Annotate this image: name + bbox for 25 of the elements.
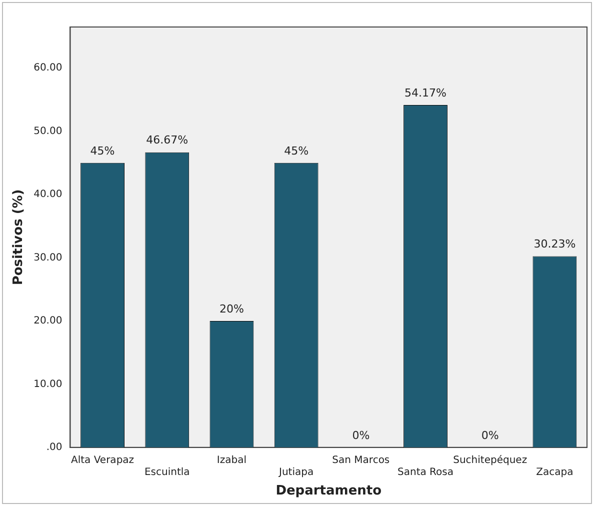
data-label: 45% bbox=[284, 144, 309, 158]
x-tick-label: San Marcos bbox=[332, 454, 390, 466]
x-tick-label: Zacapa bbox=[536, 466, 574, 478]
y-tick-label: 10.00 bbox=[34, 378, 62, 390]
x-axis-title: Departamento bbox=[276, 484, 382, 499]
y-tick-label: 60.00 bbox=[34, 62, 62, 74]
data-label: 20% bbox=[219, 302, 244, 316]
y-tick-label: 30.00 bbox=[34, 252, 62, 264]
y-tick-label: 20.00 bbox=[34, 316, 62, 327]
data-label: 30.23% bbox=[534, 238, 576, 251]
data-label: 0% bbox=[481, 428, 499, 442]
data-label: 0% bbox=[352, 428, 370, 442]
data-label: 46.67% bbox=[146, 134, 188, 147]
x-tick-label: Alta Verapaz bbox=[71, 454, 134, 466]
x-tick-label: Izabal bbox=[216, 454, 247, 466]
y-axis-title: Positivos (%) bbox=[11, 189, 26, 286]
x-tick-label: Suchitepéquez bbox=[453, 454, 528, 466]
y-tick-label: 40.00 bbox=[34, 189, 62, 200]
x-tick-label: Santa Rosa bbox=[398, 466, 454, 478]
y-tick-label: .00 bbox=[46, 442, 62, 453]
x-tick-label: Escuintla bbox=[144, 466, 190, 478]
data-label: 54.17% bbox=[404, 86, 446, 100]
x-tick-label: Jutiapa bbox=[278, 466, 314, 478]
y-tick-label: 50.00 bbox=[34, 126, 62, 137]
data-label: 45% bbox=[90, 144, 115, 158]
